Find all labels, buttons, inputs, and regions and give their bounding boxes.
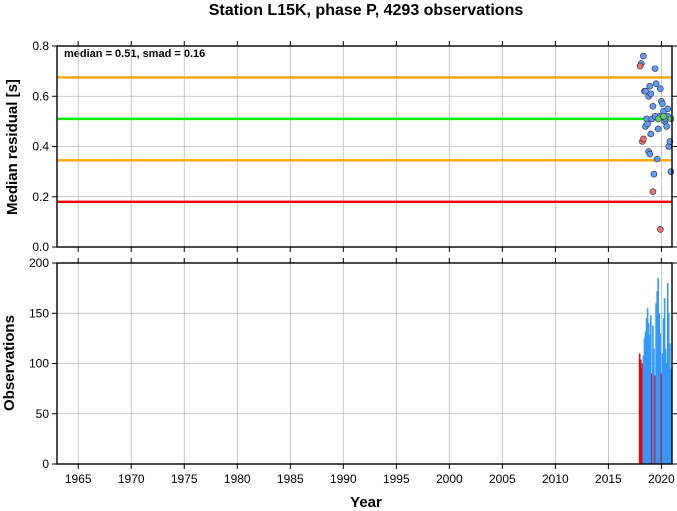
observation-bar [658,313,661,464]
data-point [642,87,649,95]
observation-bar [670,368,672,464]
x-tick-label: 2005 [489,472,516,486]
data-point [649,103,657,110]
observation-bar [654,375,656,464]
data-point [640,52,647,60]
observation-bar [663,298,666,464]
data-point [650,170,658,178]
observation-bar [644,331,647,464]
stats-annotation: median = 0.51, smad = 0.16 [64,48,205,60]
y-tick-label: 100 [29,357,49,371]
x-tick-label: 1970 [118,472,145,486]
y-tick-label: 0.4 [32,140,49,154]
x-tick-label: 1975 [171,472,198,486]
y-tick-label: 50 [36,407,50,421]
observation-bar [657,278,660,464]
x-tick-label: 1980 [224,472,251,486]
observation-bar [646,308,649,464]
data-point [660,113,667,120]
data-point [663,123,670,130]
y-tick-label: 150 [29,306,49,320]
y-tick-label: 0.2 [32,190,49,204]
observation-bar [649,315,652,464]
observation-bar [656,291,658,464]
data-point [649,188,657,196]
x-tick-label: 2020 [648,472,675,486]
data-point [652,80,660,87]
data-point [667,115,675,123]
observation-bar [661,353,664,464]
data-point [644,120,651,128]
y-tick-label: 0.0 [32,240,49,254]
observation-bar [639,359,642,464]
x-tick-label: 1990 [330,472,357,486]
panel-frame [56,262,673,465]
data-point [651,65,659,72]
data-point [636,62,644,70]
x-tick-label: 2000 [436,472,463,486]
x-tick-label: 1965 [65,472,92,486]
y-tick-label: 0.8 [32,39,49,53]
observation-bar [666,283,669,464]
x-tick-label: 1985 [277,472,304,486]
x-tick-label: 2010 [542,472,569,486]
observation-bar [647,323,650,464]
data-point [646,150,654,158]
observation-bar [665,363,668,464]
y-tick-label: 0.6 [32,89,49,103]
observation-bar [645,318,648,464]
y-tick-label: 0 [42,457,49,471]
x-axis-label: Year [350,494,382,511]
data-point [653,155,661,163]
data-point [647,90,655,98]
panel-frame [56,45,673,248]
observation-bar [641,363,644,464]
observation-bar [642,355,645,464]
y-axis-label-observations: Observations [1,315,18,411]
observation-bar [638,353,641,464]
data-point [659,100,666,108]
y-axis-label-residual: Median residual [s] [4,79,21,215]
data-point [657,226,664,233]
data-point [646,82,654,90]
residual-panel: 0.0 0.2 0.4 0.6 0.8 [32,39,677,254]
data-point [654,125,662,133]
observation-bar [651,373,653,464]
observation-bar [643,338,646,464]
y-tick-label: 200 [29,256,49,270]
observation-bar [669,343,671,464]
data-point [640,135,647,143]
observation-bar [668,313,670,464]
observations-panel: 1965 1970 1975 1980 1985 1990 1995 2000 2005 2010… [29,256,677,486]
observation-bar [664,348,667,464]
chart-title: Station L15K, phase P, 4293 observations [209,2,524,19]
x-tick-label: 1995 [383,472,410,486]
data-point [657,85,664,93]
data-point [654,115,662,123]
data-point [664,105,672,113]
observation-bar [655,303,657,464]
observation-bar [662,318,665,464]
x-tick-label: 2015 [595,472,622,486]
observation-bar [659,333,662,464]
observation-bar [660,373,663,464]
observation-bar [648,335,651,464]
data-point [667,168,675,175]
observation-bar [652,325,654,464]
observation-bar [653,348,655,464]
data-point [647,130,655,138]
